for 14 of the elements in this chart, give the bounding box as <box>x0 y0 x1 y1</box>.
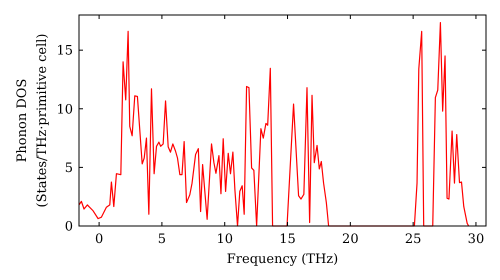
y-tick-label: 10 <box>56 102 73 118</box>
x-tick-label: 15 <box>279 232 296 247</box>
y-tick-label: 15 <box>56 44 73 59</box>
x-tick-label: 30 <box>468 232 484 247</box>
y-axis-title: Phonon DOS (States/THz·primitive cell) <box>15 33 50 208</box>
x-tick-label: 0 <box>94 232 104 247</box>
y-tick-label: 0 <box>64 220 73 234</box>
line-series <box>78 22 470 227</box>
x-axis-title: Frequency (THz) <box>226 252 338 267</box>
x-tick-label: 5 <box>158 232 166 247</box>
x-tick-label: 20 <box>342 232 359 247</box>
x-tick-label: 10 <box>216 232 233 247</box>
y-tick-label: 5 <box>64 160 73 176</box>
x-tick-label: 25 <box>404 232 422 247</box>
